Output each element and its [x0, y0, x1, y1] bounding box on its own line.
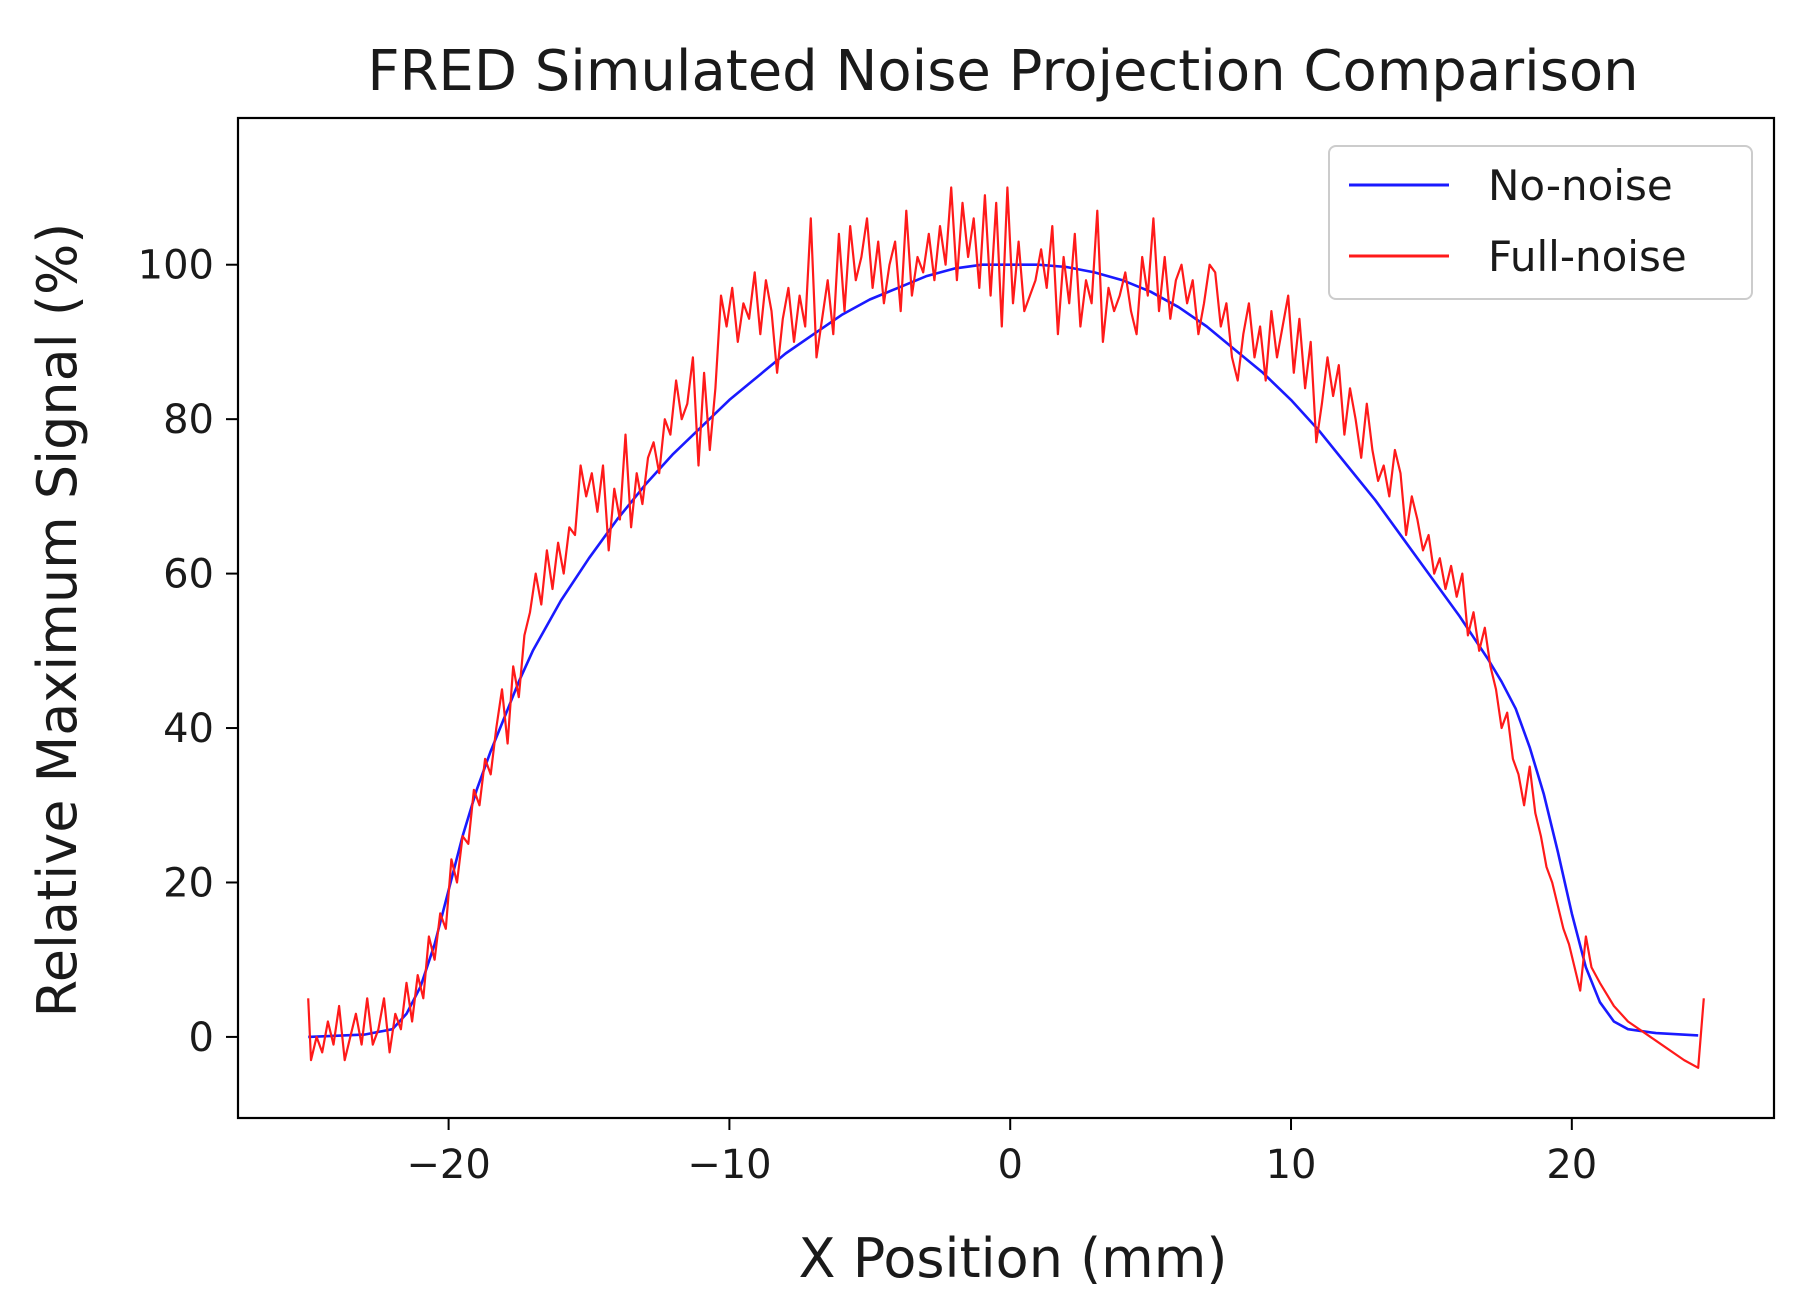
legend-label-full-noise: Full-noise — [1488, 232, 1687, 281]
plot-area-frame — [236, 116, 1776, 1120]
x-tick-label: 20 — [1546, 1142, 1597, 1188]
y-axis-ticks: 0 20 40 60 80 100 — [138, 243, 238, 1061]
y-tick-label: 0 — [189, 1015, 214, 1061]
series-lines — [307, 186, 1705, 1069]
legend-label-no-noise: No-noise — [1488, 161, 1673, 210]
series-line-full-noise — [307, 186, 1705, 1069]
x-axis-ticks: −20 −10 0 10 20 — [406, 1118, 1597, 1188]
y-tick-label: 20 — [163, 860, 214, 906]
x-tick-label: 10 — [1266, 1142, 1317, 1188]
y-tick-label: 100 — [138, 243, 214, 289]
y-tick-label: 80 — [163, 397, 214, 443]
x-tick-label: −10 — [687, 1142, 771, 1188]
y-tick-label: 40 — [163, 706, 214, 752]
chart-title: FRED Simulated Noise Projection Comparis… — [367, 39, 1638, 104]
y-axis-label: Relative Maximum Signal (%) — [26, 223, 89, 1018]
x-tick-label: −20 — [406, 1142, 490, 1188]
y-tick-label: 60 — [163, 552, 214, 598]
legend: No-noise Full-noise — [1328, 145, 1753, 300]
x-axis-label: X Position (mm) — [799, 1227, 1228, 1290]
x-tick-label: 0 — [997, 1142, 1022, 1188]
